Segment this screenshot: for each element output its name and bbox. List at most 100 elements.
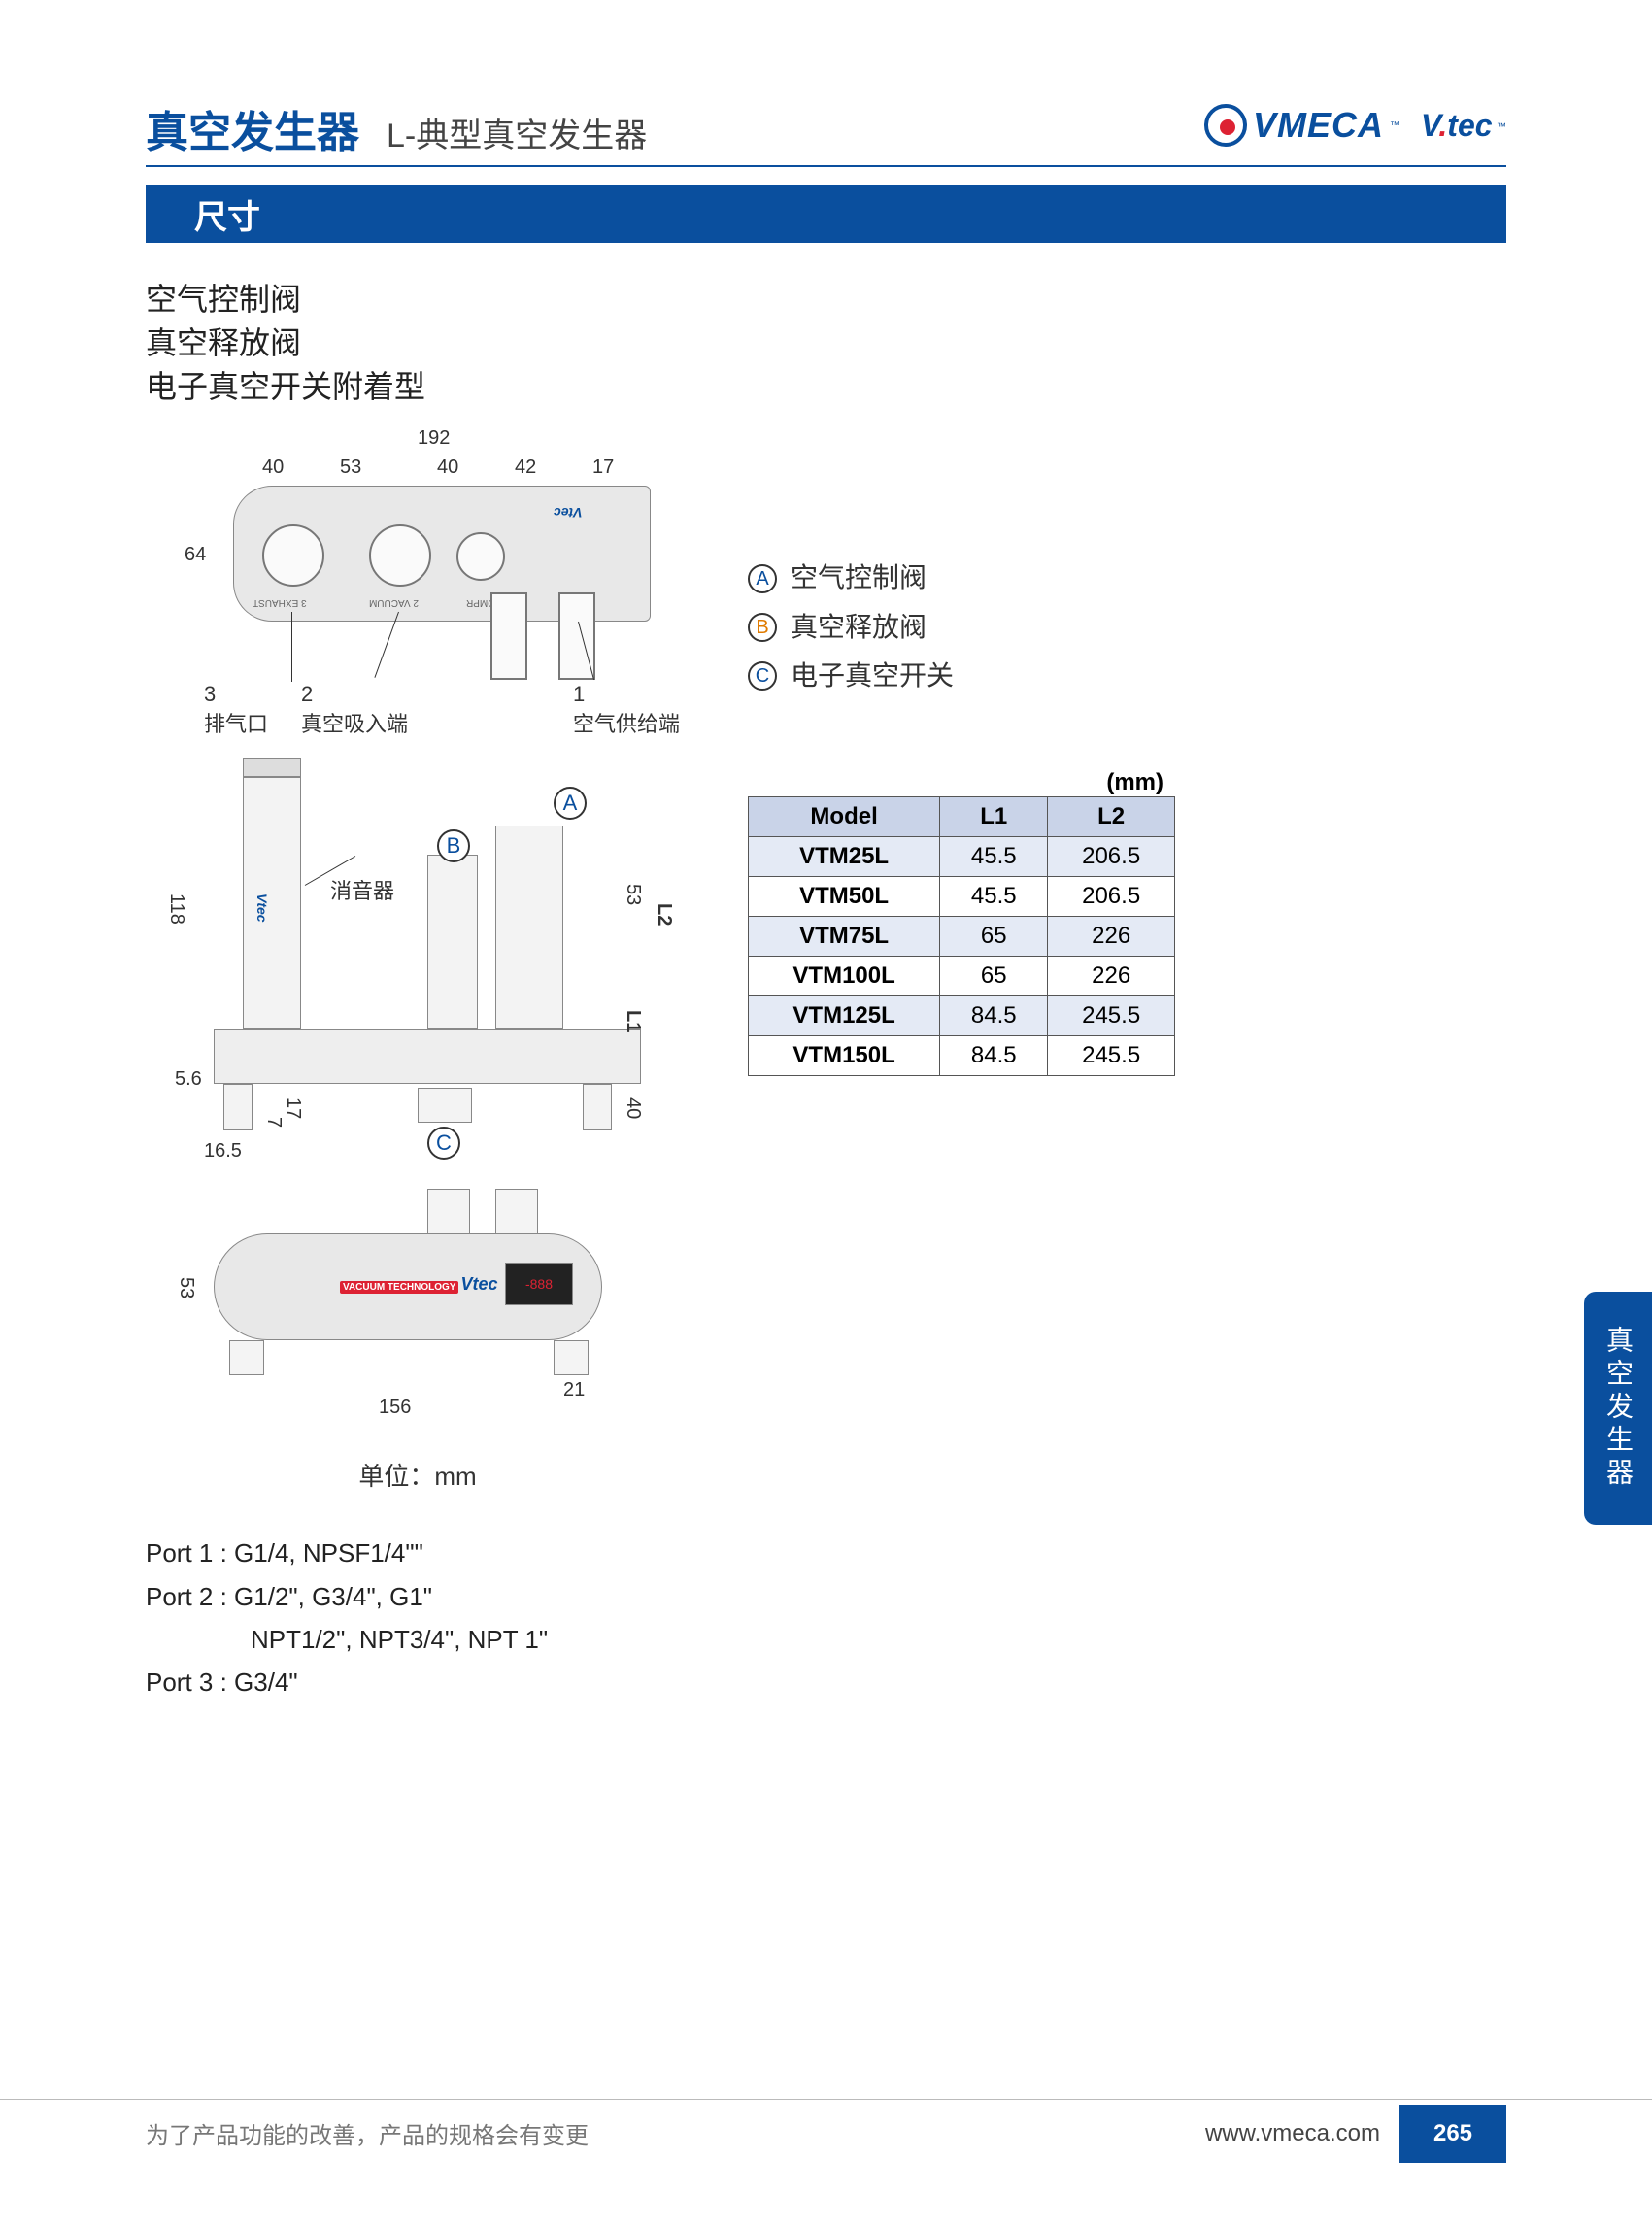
dimension-table-wrap: (mm) Model L1 L2 VTM25L 45.5 206.5 (748, 769, 1175, 1076)
subhead-line-1: 空气控制阀 (146, 278, 1506, 321)
leader-2 (374, 612, 399, 678)
cell: 84.5 (940, 995, 1048, 1035)
th-l2: L2 (1048, 796, 1175, 836)
title-sub: L-典型真空发生器 (387, 109, 647, 156)
port-1-label: 1 空气供给端 (573, 682, 680, 738)
port-2-spec: Port 2 : G1/2", G3/4", G1" (146, 1575, 1506, 1618)
valve-block-b-icon (490, 592, 527, 680)
muffler-label: 消音器 (330, 874, 394, 905)
device-base-side (214, 1029, 641, 1084)
cell: VTM150L (749, 1035, 940, 1075)
legend-block: A空气控制阀 B真空释放阀 C电子真空开关 (748, 554, 1175, 700)
dim-42: 42 (515, 456, 536, 479)
cell: VTM125L (749, 995, 940, 1035)
dim-156: 156 (379, 1397, 411, 1419)
port-3-num: 3 (204, 682, 216, 706)
cell: 206.5 (1048, 876, 1175, 916)
dim-56: 5.6 (175, 1068, 202, 1091)
cell: 65 (940, 916, 1048, 956)
port-2-icon (369, 524, 431, 587)
page-footer: 为了产品功能的改善，产品的规格会有变更 www.vmeca.com 265 (0, 2099, 1652, 2167)
cell: VTM75L (749, 916, 940, 956)
cell: 206.5 (1048, 836, 1175, 876)
cell: VTM25L (749, 836, 940, 876)
legend-a-icon: A (748, 564, 777, 593)
foot-1 (229, 1340, 264, 1375)
cell: VTM50L (749, 876, 940, 916)
dim-40-v: 40 (622, 1097, 644, 1119)
vtec-logo-text: V.tec (1421, 108, 1493, 143)
th-l1: L1 (940, 796, 1048, 836)
port-2-num: 2 (301, 682, 313, 706)
port-1-text: 空气供给端 (573, 712, 680, 736)
muffler-logo: Vtec (254, 893, 270, 923)
label-vacuum: 2 VACUUM (369, 597, 419, 608)
diagram-front-view: VACUUM TECHNOLOGYVtec -888 53 156 21 (146, 1185, 690, 1418)
label-circle-a: A (554, 787, 587, 820)
foot-right (583, 1084, 612, 1130)
cell: 84.5 (940, 1035, 1048, 1075)
switch-c-block (418, 1088, 472, 1123)
cyl-1 (427, 1189, 470, 1235)
device-logo-tiny: Vtec (554, 505, 583, 521)
title-main: 真空发生器 (146, 97, 359, 159)
port-1-num: 1 (573, 682, 585, 706)
legend-c-text: 电子真空开关 (791, 652, 954, 700)
tm-mark-2: ™ (1497, 121, 1506, 132)
device-logo-front: VACUUM TECHNOLOGYVtec (340, 1274, 498, 1295)
cell: 226 (1048, 916, 1175, 956)
port-3-text: 排气口 (204, 712, 268, 736)
ports-block: Port 1 : G1/4, NPSF1/4"" Port 2 : G1/2",… (146, 1532, 1506, 1703)
page-number: 265 (1399, 2105, 1506, 2163)
table-row: VTM50L 45.5 206.5 (749, 876, 1175, 916)
section-title-bar: 尺寸 (146, 185, 1506, 243)
cell: 45.5 (940, 836, 1048, 876)
dim-21: 21 (563, 1379, 585, 1401)
cyl-2 (495, 1189, 538, 1235)
dim-53: 53 (340, 456, 361, 479)
valve-b-block (427, 855, 478, 1029)
cell: 65 (940, 956, 1048, 995)
legend-c-icon: C (748, 661, 777, 691)
page-header: 真空发生器 L-典型真空发生器 VMECA ™ V.tec ™ (146, 97, 1506, 167)
table-row: VTM125L 84.5 245.5 (749, 995, 1175, 1035)
cell: 226 (1048, 956, 1175, 995)
muffler-riser (243, 777, 301, 1029)
legend-b-text: 真空释放阀 (791, 603, 927, 652)
label-circle-c: C (427, 1127, 460, 1160)
dim-40a: 40 (262, 456, 284, 479)
port-2-text: 真空吸入端 (301, 712, 408, 736)
unit-label: 单位：mm (146, 1457, 690, 1493)
vmeca-logo-text: VMECA (1253, 105, 1384, 146)
port-3-spec: Port 3 : G3/4" (146, 1661, 1506, 1703)
table-row: VTM75L 65 226 (749, 916, 1175, 956)
dim-l2: L2 (653, 903, 675, 926)
subhead-line-3: 电子真空开关附着型 (146, 365, 1506, 409)
digital-display: -888 (505, 1263, 573, 1305)
port-1-spec: Port 1 : G1/4, NPSF1/4"" (146, 1532, 1506, 1574)
dimension-table: Model L1 L2 VTM25L 45.5 206.5 VTM50L 45.… (748, 796, 1175, 1076)
legend-a-text: 空气控制阀 (791, 554, 927, 602)
dim-40b: 40 (437, 456, 458, 479)
foot-2 (554, 1340, 589, 1375)
side-tab-text: 真空发生器 (1599, 1326, 1637, 1491)
dim-64: 64 (185, 544, 206, 566)
port-3-label: 3 排气口 (204, 682, 268, 738)
subsection-heading: 空气控制阀 真空释放阀 电子真空开关附着型 (146, 278, 1506, 408)
footer-url: www.vmeca.com (1205, 2120, 1399, 2147)
diagram-side-view: 118 Vtec B A C 消音器 53 L2 (146, 748, 690, 1156)
side-tab: 真空发生器 (1584, 1292, 1652, 1525)
valve-a-block (495, 826, 563, 1029)
table-row: VTM150L 84.5 245.5 (749, 1035, 1175, 1075)
logo-group: VMECA ™ V.tec ™ (1204, 104, 1506, 147)
dim-17-2: 17 (282, 1097, 304, 1119)
cell: 245.5 (1048, 995, 1175, 1035)
th-model: Model (749, 796, 940, 836)
footer-note: 为了产品功能的改善，产品的规格会有变更 (146, 2116, 589, 2150)
dim-17: 17 (592, 456, 614, 479)
table-row: VTM100L 65 226 (749, 956, 1175, 995)
port-2-spec-b: NPT1/2", NPT3/4", NPT 1" (146, 1618, 1506, 1661)
cell: VTM100L (749, 956, 940, 995)
dim-l1: L1 (622, 1010, 644, 1032)
dim-53-front: 53 (175, 1277, 197, 1298)
